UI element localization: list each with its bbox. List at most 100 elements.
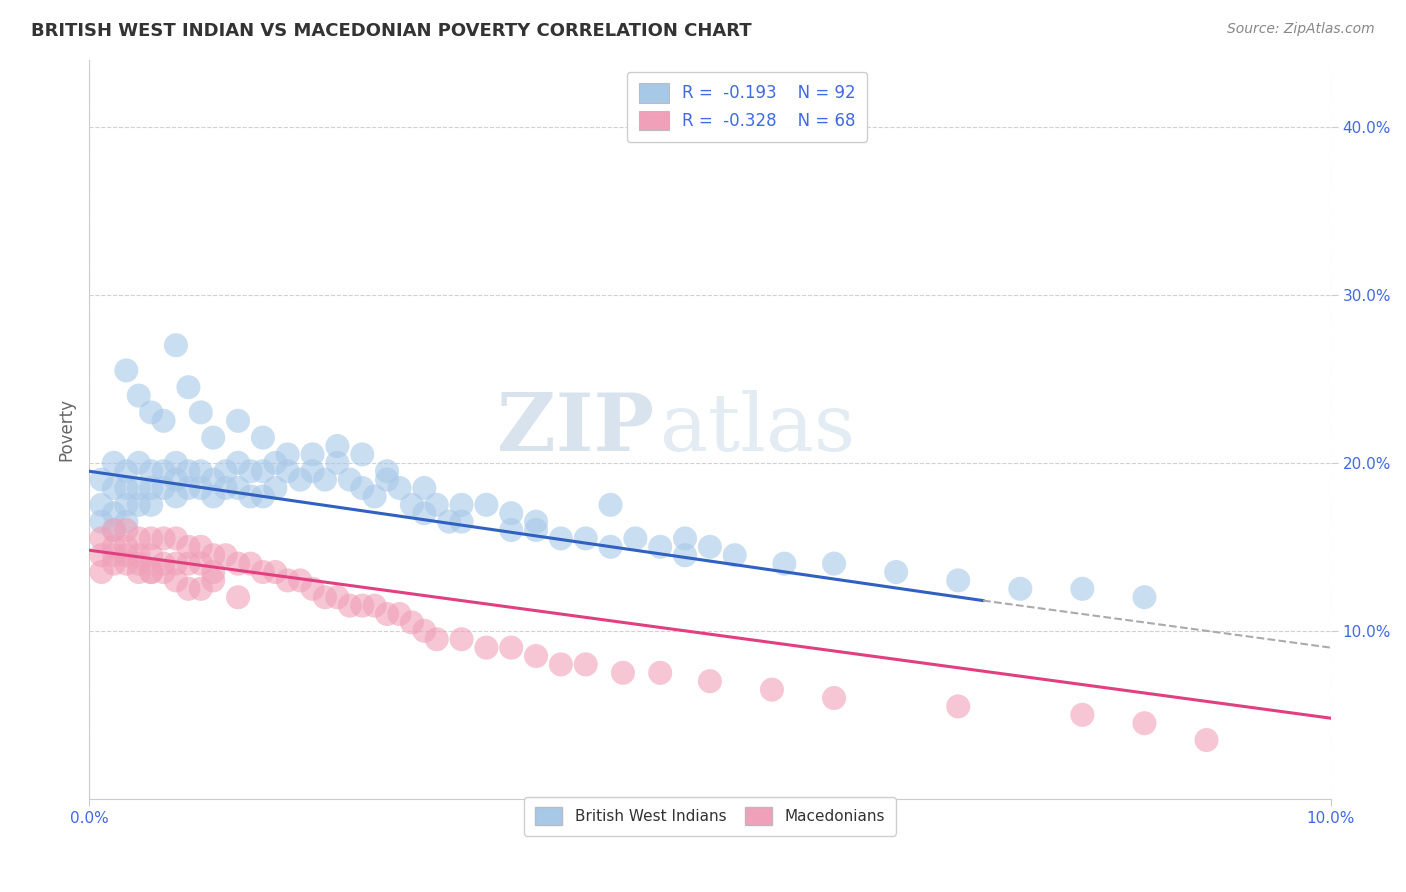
Point: [115, 540, 138, 554]
Point: [252, 464, 274, 478]
Point: [165, 473, 187, 487]
Point: [141, 464, 163, 478]
Point: [177, 380, 200, 394]
Point: [475, 498, 498, 512]
Point: [128, 389, 150, 403]
Point: [1071, 582, 1094, 596]
Point: [190, 481, 212, 495]
Point: [252, 490, 274, 504]
Point: [202, 431, 225, 445]
Point: [202, 548, 225, 562]
Point: [152, 481, 174, 495]
Point: [226, 557, 249, 571]
Point: [226, 414, 249, 428]
Point: [426, 632, 449, 647]
Point: [277, 574, 299, 588]
Point: [1133, 591, 1156, 605]
Point: [165, 532, 187, 546]
Point: [152, 532, 174, 546]
Point: [128, 481, 150, 495]
Point: [413, 506, 436, 520]
Point: [90, 498, 112, 512]
Point: [115, 515, 138, 529]
Point: [426, 498, 449, 512]
Point: [177, 557, 200, 571]
Point: [202, 574, 225, 588]
Point: [550, 657, 572, 672]
Point: [352, 447, 374, 461]
Point: [177, 582, 200, 596]
Point: [165, 338, 187, 352]
Point: [339, 599, 361, 613]
Point: [141, 548, 163, 562]
Point: [326, 591, 349, 605]
Point: [326, 439, 349, 453]
Point: [948, 699, 970, 714]
Point: [761, 682, 783, 697]
Point: [165, 574, 187, 588]
Point: [450, 632, 472, 647]
Point: [437, 515, 460, 529]
Point: [103, 523, 125, 537]
Point: [612, 665, 634, 680]
Text: atlas: atlas: [661, 390, 855, 468]
Point: [277, 464, 299, 478]
Point: [501, 506, 523, 520]
Point: [214, 548, 236, 562]
Point: [1010, 582, 1032, 596]
Point: [339, 473, 361, 487]
Point: [650, 665, 672, 680]
Point: [202, 565, 225, 579]
Point: [128, 557, 150, 571]
Point: [115, 557, 138, 571]
Point: [165, 490, 187, 504]
Point: [128, 565, 150, 579]
Point: [103, 557, 125, 571]
Point: [177, 540, 200, 554]
Point: [103, 481, 125, 495]
Point: [190, 582, 212, 596]
Point: [352, 481, 374, 495]
Point: [103, 456, 125, 470]
Point: [165, 557, 187, 571]
Point: [699, 540, 721, 554]
Point: [141, 565, 163, 579]
Point: [413, 624, 436, 638]
Point: [314, 473, 336, 487]
Point: [90, 473, 112, 487]
Point: [673, 532, 696, 546]
Point: [326, 456, 349, 470]
Point: [115, 363, 138, 377]
Point: [103, 540, 125, 554]
Point: [141, 481, 163, 495]
Point: [103, 506, 125, 520]
Point: [252, 431, 274, 445]
Point: [177, 464, 200, 478]
Point: [575, 657, 598, 672]
Point: [141, 532, 163, 546]
Point: [375, 607, 398, 621]
Point: [226, 456, 249, 470]
Point: [375, 464, 398, 478]
Point: [90, 565, 112, 579]
Point: [239, 557, 262, 571]
Point: [239, 464, 262, 478]
Point: [128, 498, 150, 512]
Point: [288, 574, 311, 588]
Point: [673, 548, 696, 562]
Point: [128, 456, 150, 470]
Point: [475, 640, 498, 655]
Point: [115, 548, 138, 562]
Point: [401, 615, 423, 630]
Point: [1133, 716, 1156, 731]
Point: [152, 565, 174, 579]
Point: [388, 607, 411, 621]
Point: [301, 464, 323, 478]
Point: [288, 473, 311, 487]
Point: [884, 565, 907, 579]
Point: [773, 557, 796, 571]
Point: [152, 414, 174, 428]
Point: [301, 582, 323, 596]
Point: [948, 574, 970, 588]
Text: BRITISH WEST INDIAN VS MACEDONIAN POVERTY CORRELATION CHART: BRITISH WEST INDIAN VS MACEDONIAN POVERT…: [31, 22, 752, 40]
